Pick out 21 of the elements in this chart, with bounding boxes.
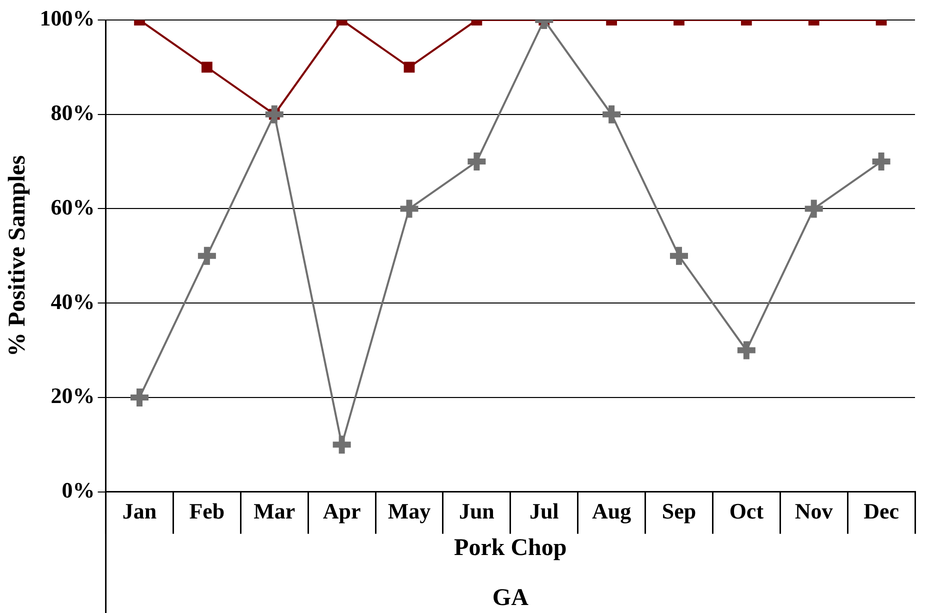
x-tick-label: Apr bbox=[322, 498, 361, 524]
x-tick-label: Feb bbox=[189, 498, 225, 524]
x-tick-label: Nov bbox=[794, 498, 833, 524]
x-tick-label: Aug bbox=[592, 498, 632, 524]
y-tick-label: 0% bbox=[62, 477, 95, 502]
x-axis-title: Pork Chop bbox=[454, 534, 567, 561]
y-tick-label: 40% bbox=[50, 288, 95, 314]
x-tick-label: Sep bbox=[662, 498, 696, 524]
y-axis-title: % Positive Samples bbox=[4, 155, 31, 357]
y-tick-label: 80% bbox=[50, 100, 95, 126]
x-tick-label: Mar bbox=[254, 498, 296, 524]
y-tick-label: 20% bbox=[50, 383, 95, 408]
x-tick-label: May bbox=[388, 498, 431, 524]
x-tick-label: Oct bbox=[729, 498, 764, 524]
text: GA bbox=[492, 585, 530, 612]
x-tick-label: Dec bbox=[864, 498, 900, 524]
x-tick-label: Jan bbox=[122, 498, 157, 524]
x-tick-label: Jul bbox=[529, 498, 559, 524]
x-tick-label: Jun bbox=[458, 498, 494, 524]
y-tick-label: 60% bbox=[50, 194, 95, 220]
y-tick-label: 100% bbox=[40, 6, 95, 31]
